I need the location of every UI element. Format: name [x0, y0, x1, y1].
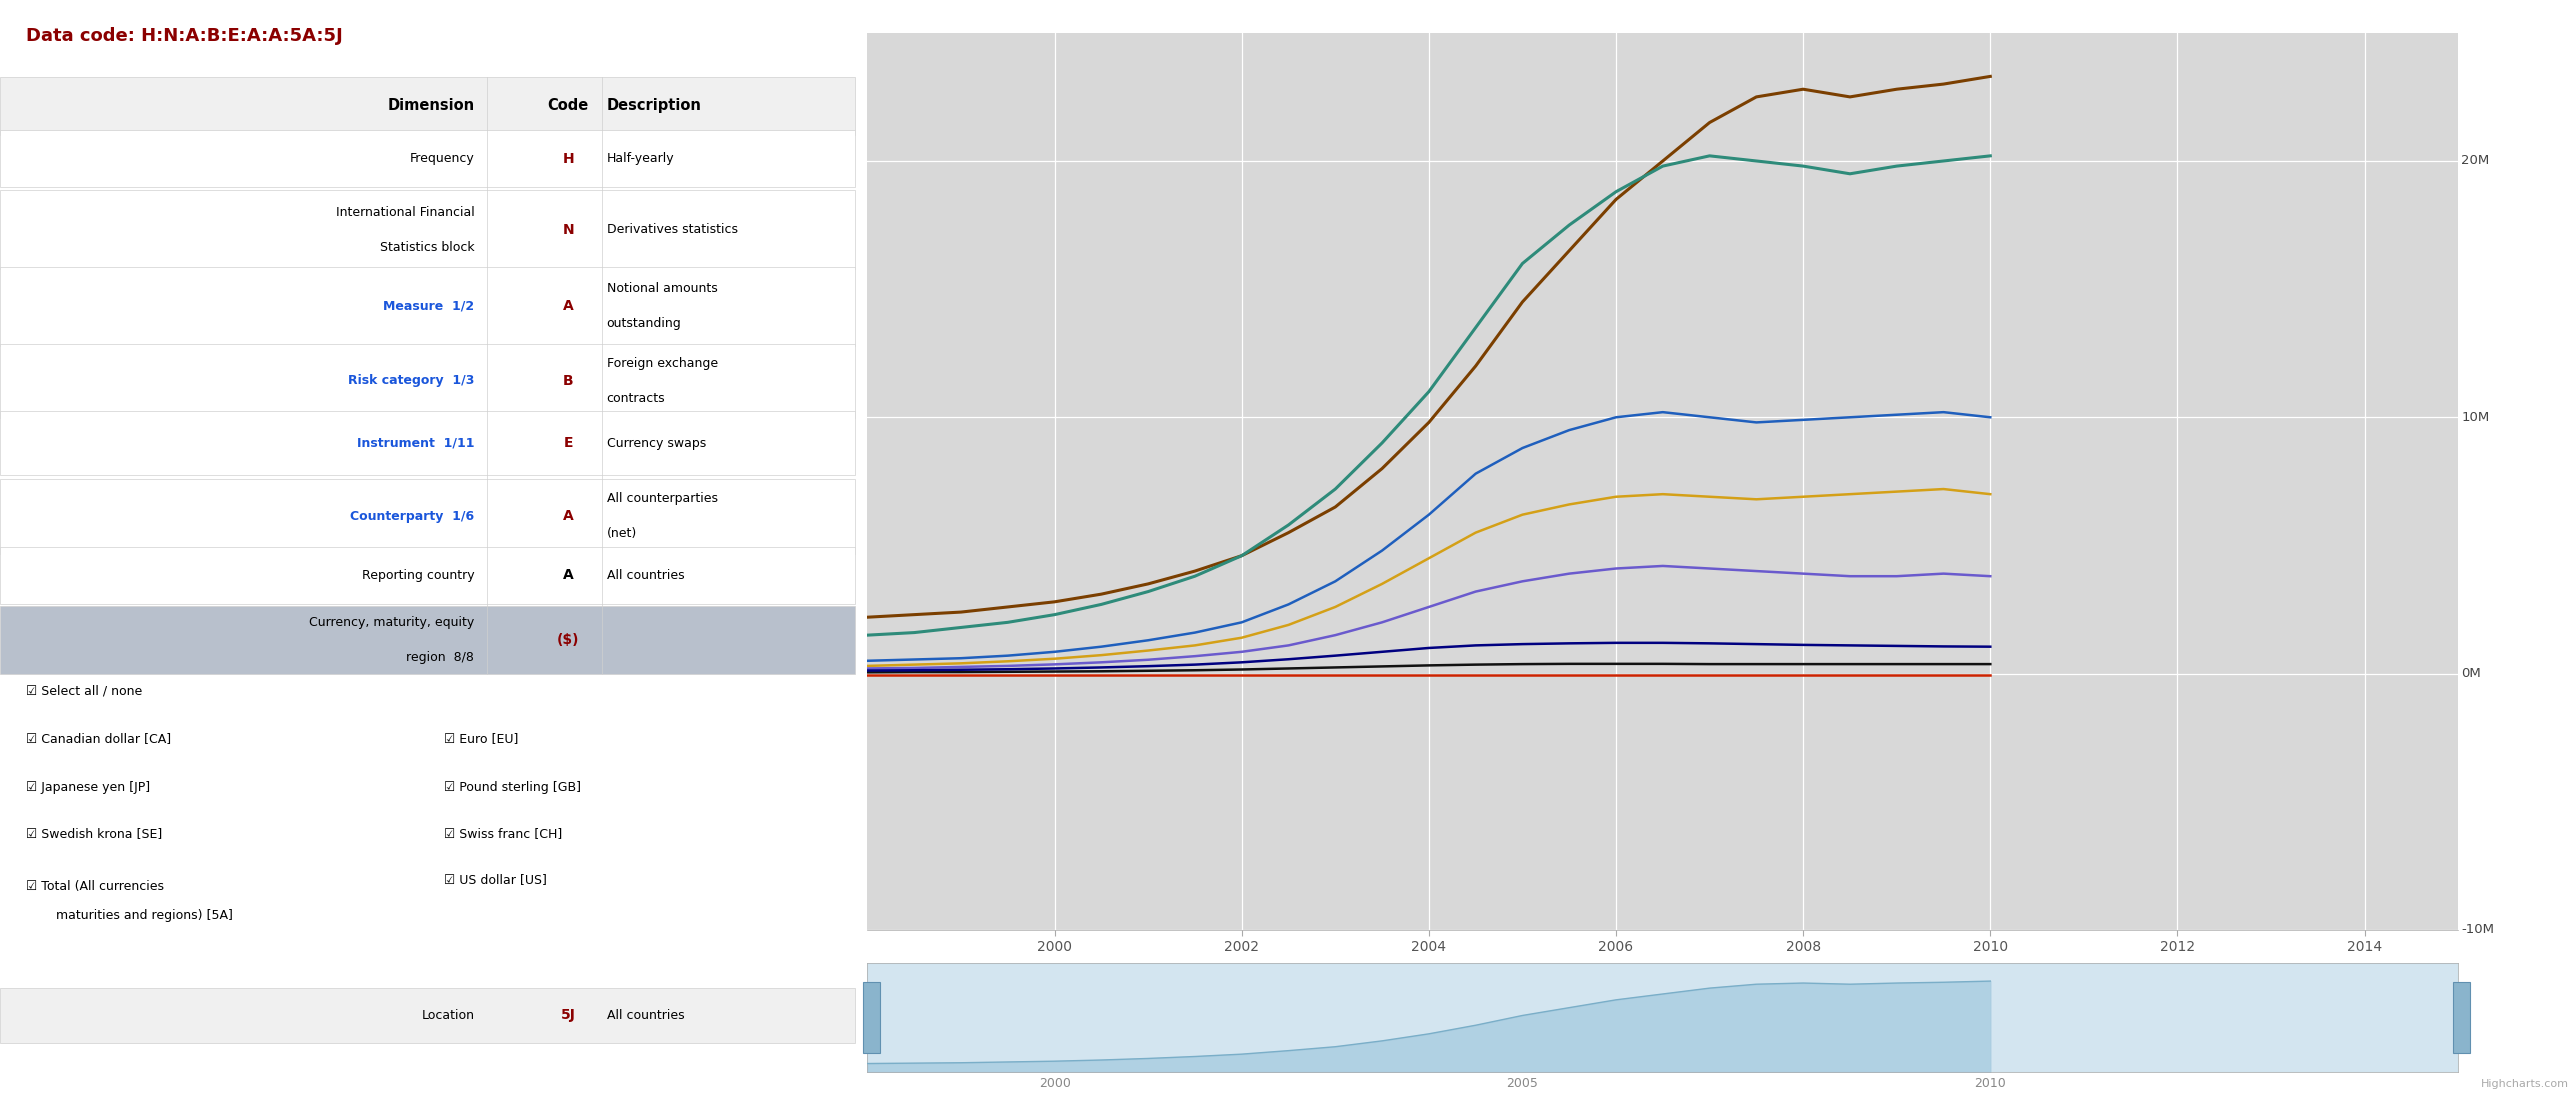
Bar	[0, 344, 855, 418]
Text: Counterparty  1/6: Counterparty 1/6	[350, 510, 474, 523]
Text: ☑ Euro [EU]: ☑ Euro [EU]	[445, 732, 520, 745]
Text: Measure  1/2: Measure 1/2	[384, 300, 474, 313]
Bar	[0, 130, 855, 187]
Text: ☑ Total (All currencies: ☑ Total (All currencies	[26, 880, 165, 893]
Text: ☑ Japanese yen [JP]: ☑ Japanese yen [JP]	[26, 781, 149, 794]
Text: Reporting country: Reporting country	[363, 569, 474, 582]
Text: Derivatives statistics: Derivatives statistics	[607, 223, 739, 236]
Bar	[0, 479, 855, 554]
Bar	[0, 411, 855, 475]
Text: International Financial: International Financial	[335, 206, 474, 219]
Text: Description: Description	[607, 98, 703, 113]
Text: Currency swaps: Currency swaps	[607, 437, 705, 450]
Text: Half-yearly: Half-yearly	[607, 152, 674, 165]
Text: All counterparties: All counterparties	[607, 492, 718, 505]
Text: ☑ Swedish krona [SE]: ☑ Swedish krona [SE]	[26, 827, 162, 840]
Text: 10M: 10M	[2461, 410, 2489, 423]
Text: Foreign exchange: Foreign exchange	[607, 357, 718, 370]
Text: Data code: H:N:A:B:E:A:A:5A:5J: Data code: H:N:A:B:E:A:A:5A:5J	[26, 27, 342, 45]
Text: All countries: All countries	[607, 1009, 685, 1022]
Bar	[862, 982, 880, 1052]
Text: 0M: 0M	[2461, 667, 2481, 680]
Text: ☑ Select all / none: ☑ Select all / none	[26, 685, 142, 698]
Text: ☑ Swiss franc [CH]: ☑ Swiss franc [CH]	[445, 827, 564, 840]
Text: maturities and regions) [5A]: maturities and regions) [5A]	[57, 909, 232, 922]
Text: B: B	[564, 374, 574, 387]
Text: 20M: 20M	[2461, 154, 2489, 167]
Text: Instrument  1/11: Instrument 1/11	[358, 437, 474, 450]
Text: E: E	[564, 437, 574, 450]
Text: Location: Location	[422, 1009, 474, 1022]
Text: A: A	[564, 569, 574, 582]
Text: contracts: contracts	[607, 392, 664, 405]
Text: region  8/8: region 8/8	[407, 651, 474, 664]
Text: A: A	[564, 300, 574, 313]
Text: Currency, maturity, equity: Currency, maturity, equity	[309, 616, 474, 629]
Bar	[0, 190, 855, 269]
Text: Dimension: Dimension	[386, 98, 474, 113]
Bar	[0, 988, 855, 1043]
Text: ☑ Pound sterling [GB]: ☑ Pound sterling [GB]	[445, 781, 582, 794]
Text: A: A	[564, 510, 574, 523]
Text: Highcharts.com: Highcharts.com	[2481, 1079, 2569, 1089]
Text: outstanding: outstanding	[607, 317, 682, 330]
Text: Code: Code	[548, 98, 589, 113]
Bar	[0, 547, 855, 604]
Text: ☑ US dollar [US]: ☑ US dollar [US]	[445, 873, 548, 886]
Text: 5J: 5J	[561, 1009, 577, 1022]
Text: ☑ Canadian dollar [CA]: ☑ Canadian dollar [CA]	[26, 732, 170, 745]
Text: N: N	[564, 223, 574, 236]
Text: (net): (net)	[607, 527, 636, 540]
Text: Frequency: Frequency	[409, 152, 474, 165]
Text: ($): ($)	[556, 633, 579, 647]
Bar	[0, 267, 855, 346]
Bar	[0, 77, 855, 135]
Text: -10M: -10M	[2461, 923, 2494, 936]
Text: Risk category  1/3: Risk category 1/3	[347, 374, 474, 387]
Text: Notional amounts: Notional amounts	[607, 282, 718, 295]
Bar	[2453, 982, 2471, 1052]
Text: H: H	[564, 152, 574, 165]
Text: All countries: All countries	[607, 569, 685, 582]
Bar	[0, 606, 855, 674]
Text: Statistics block: Statistics block	[378, 241, 474, 254]
